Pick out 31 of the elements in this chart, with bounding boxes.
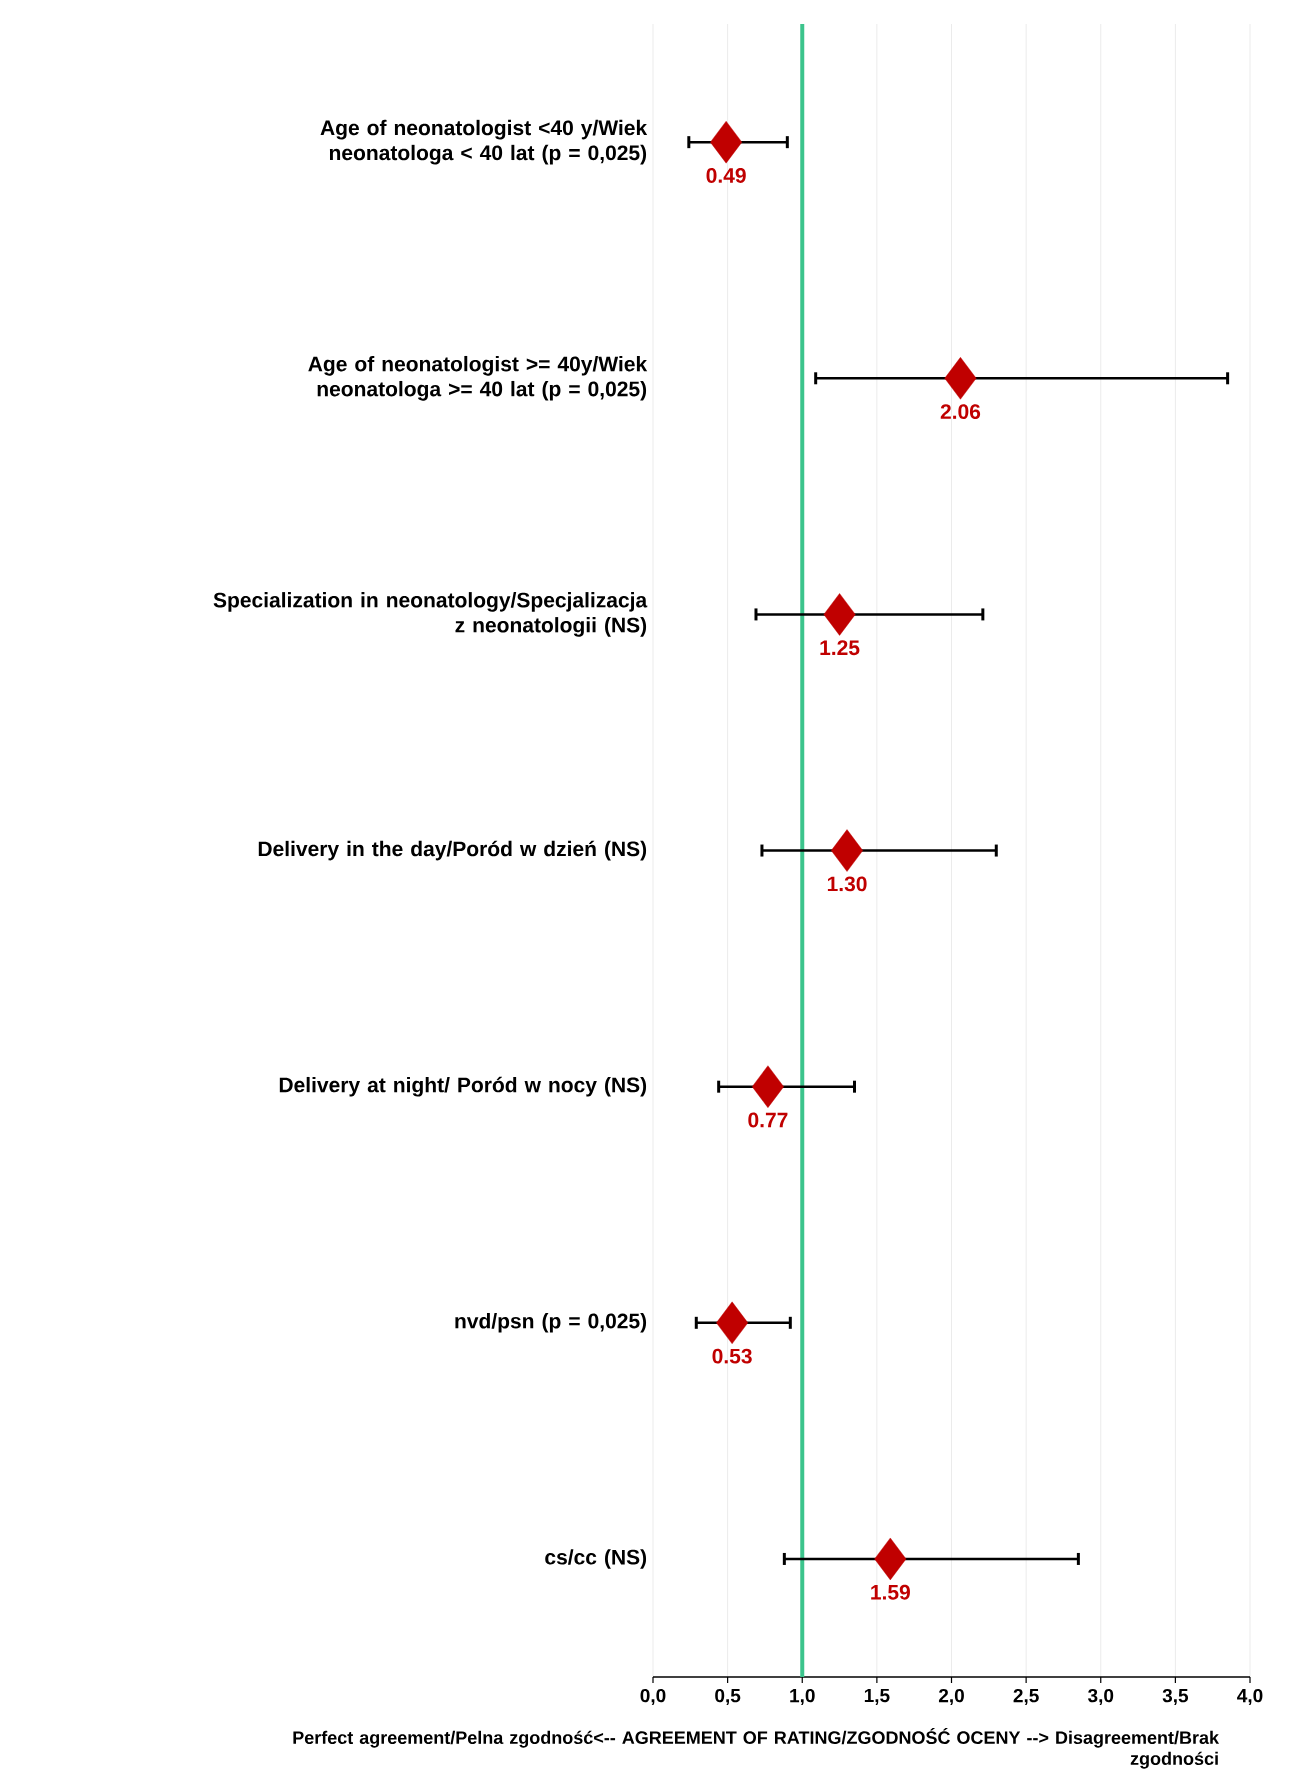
x-tick-label: 2,0 bbox=[938, 1688, 964, 1706]
point bbox=[710, 120, 743, 164]
point bbox=[831, 829, 863, 872]
point bbox=[874, 1537, 907, 1581]
data-label: 0.77 bbox=[748, 1112, 788, 1128]
x-axis-title: Perfect agreement/Pelna zgodność<-- AGREEMENT OF RATING/ZGODNOŚĆ OCENY --> Disagreement/Brak zgodności bbox=[293, 1727, 1220, 1769]
data-label: 1.25 bbox=[820, 640, 860, 656]
x-tick-label: 3,0 bbox=[1087, 1688, 1114, 1706]
y-tick-label: cs/cc (NS) bbox=[545, 1549, 647, 1569]
y-tick-label: Age of neonatologist >= 40y/Wiek neonatologa >= 40 lat (p = 0,025) bbox=[308, 355, 648, 401]
y-tick-label: Delivery in the day/Poród w dzień (NS) bbox=[258, 840, 647, 861]
point bbox=[751, 1065, 784, 1108]
data-label: 1.59 bbox=[871, 1584, 910, 1600]
point bbox=[716, 1301, 749, 1345]
x-tick-label: 3,5 bbox=[1162, 1688, 1189, 1706]
y-tick-label: Age of neonatologist <40 y/Wiek neonatologa < 40 lat (p = 0,025) bbox=[320, 119, 648, 165]
data-label: 0.53 bbox=[712, 1348, 752, 1364]
y-tick-label: Delivery at night/ Poród w nocy (NS) bbox=[279, 1076, 647, 1097]
x-tick-label: 0,0 bbox=[640, 1688, 666, 1706]
point bbox=[944, 357, 977, 400]
x-tick-label: 4,0 bbox=[1237, 1688, 1263, 1706]
x-tick-label: 1,5 bbox=[864, 1688, 890, 1705]
data-label: 0.49 bbox=[706, 168, 746, 183]
x-tick-label: 0,5 bbox=[715, 1688, 741, 1706]
x-tick-label: 2,5 bbox=[1013, 1688, 1039, 1706]
point bbox=[823, 593, 856, 636]
data-label: 1.30 bbox=[827, 876, 867, 892]
data-label: 2.06 bbox=[940, 404, 981, 420]
y-tick-label: Specialization in neonatology/Specjalizacja z neonatologii (NS) bbox=[213, 592, 648, 637]
x-tick-label: 1,0 bbox=[790, 1688, 815, 1706]
y-tick-label: nvd/psn (p = 0,025) bbox=[455, 1313, 647, 1333]
